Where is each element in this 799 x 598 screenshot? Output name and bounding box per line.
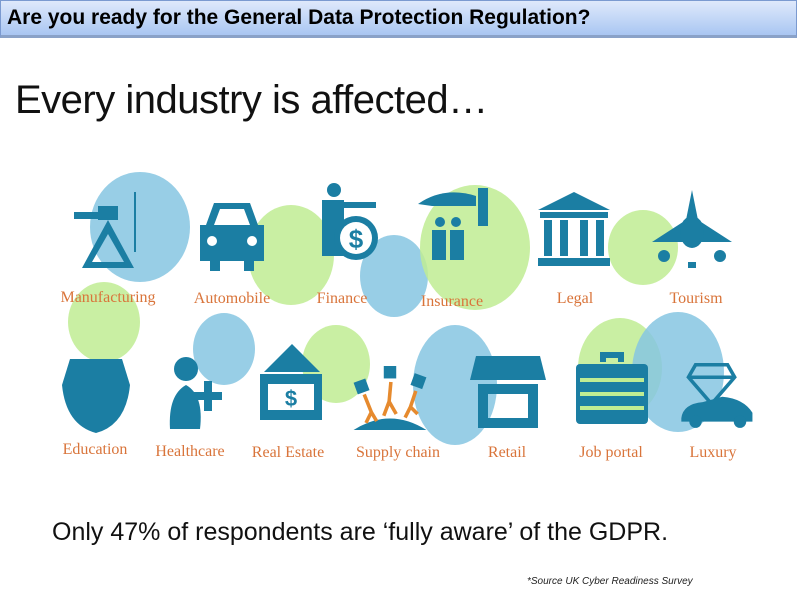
label-education: Education xyxy=(62,441,128,458)
label-real-estate: Real Estate xyxy=(251,444,325,461)
label-job-portal: Job portal xyxy=(579,444,643,461)
luxury-icon xyxy=(681,363,753,428)
finance-icon: $ xyxy=(322,183,378,260)
awareness-statement: Only 47% of respondents are ‘fully aware… xyxy=(52,518,669,546)
tourism-icon xyxy=(652,190,732,268)
label-healthcare: Healthcare xyxy=(155,443,225,460)
manufacturing-icon xyxy=(74,192,136,268)
label-supply-chain: Supply chain xyxy=(356,444,440,461)
retail-icon xyxy=(470,356,546,428)
label-automobile: Automobile xyxy=(193,290,271,307)
legal-icon xyxy=(538,192,610,266)
svg-text:$: $ xyxy=(349,224,364,254)
label-retail: Retail xyxy=(487,444,527,461)
education-icon xyxy=(62,359,130,433)
insurance-icon xyxy=(418,188,488,260)
source-note: *Source UK Cyber Readiness Survey xyxy=(527,576,693,587)
svg-text:$: $ xyxy=(285,386,297,411)
label-insurance: Insurance xyxy=(420,293,484,310)
label-finance: Finance xyxy=(316,290,368,307)
job-portal-icon xyxy=(576,352,648,424)
slide-title-bar: Are you ready for the General Data Prote… xyxy=(0,0,797,38)
label-legal: Legal xyxy=(556,290,594,307)
slide-title: Are you ready for the General Data Prote… xyxy=(7,6,591,29)
label-tourism: Tourism xyxy=(669,290,723,307)
automobile-icon xyxy=(200,203,264,271)
supply-chain-icon xyxy=(353,366,427,430)
real-estate-icon: $ xyxy=(260,344,322,420)
label-luxury: Luxury xyxy=(689,444,737,461)
healthcare-icon xyxy=(169,357,222,429)
slide-heading: Every industry is affected… xyxy=(15,78,488,122)
label-manufacturing: Manufacturing xyxy=(60,289,156,306)
